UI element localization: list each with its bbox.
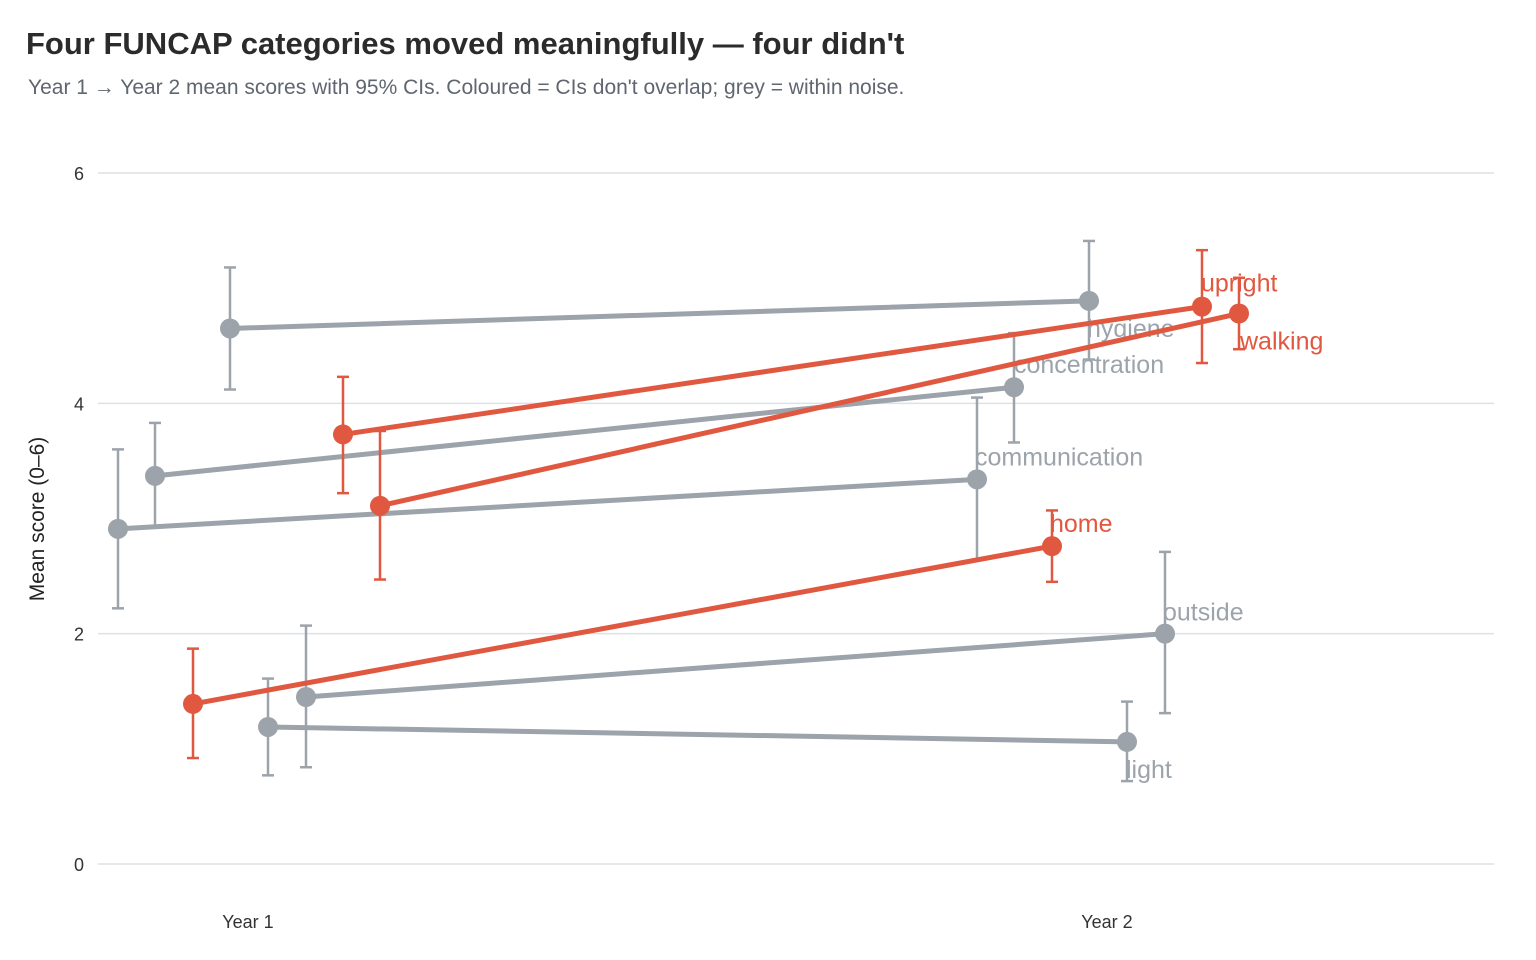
data-point	[220, 318, 240, 339]
series-label: communication	[975, 443, 1143, 471]
data-point	[108, 518, 128, 539]
series-line	[115, 476, 980, 532]
series: hygieneconcentrationcommunicationoutside…	[108, 239, 1323, 784]
series-communication: communication	[108, 396, 1143, 610]
series-label: walking	[1239, 328, 1323, 356]
series-line	[377, 311, 1242, 509]
gridlines	[98, 172, 1494, 865]
series-label: outside	[1163, 599, 1244, 627]
y-tick-label: 0	[74, 855, 84, 875]
data-point	[967, 469, 987, 490]
series-label: concentration	[1014, 351, 1164, 379]
data-point	[258, 716, 278, 737]
series-line	[190, 543, 1055, 707]
series-line	[152, 384, 1017, 479]
data-point	[145, 465, 165, 486]
series-outside: outside	[296, 550, 1244, 769]
series-line	[303, 631, 1168, 700]
y-axis-label: Mean score (0–6)	[26, 437, 49, 602]
series-walking: walking	[370, 276, 1323, 581]
series-label: home	[1050, 510, 1113, 538]
series-line	[227, 298, 1092, 331]
data-point	[1079, 290, 1099, 311]
data-point	[1192, 296, 1212, 317]
axes: Mean score (0–6) 0 2 4 6 Year 1 Year 2	[26, 164, 1133, 932]
y-tick-label: 2	[74, 625, 84, 645]
chart-title: Four FUNCAP categories moved meaningfull…	[26, 26, 905, 61]
data-point	[333, 424, 353, 445]
data-point	[296, 687, 316, 708]
data-point	[1155, 623, 1175, 644]
data-point	[370, 495, 390, 516]
data-point	[1042, 536, 1062, 557]
chart-subtitle: Year 1 → Year 2 mean scores with 95% CIs…	[28, 76, 905, 99]
y-tick-label: 6	[74, 164, 84, 184]
series-line	[340, 304, 1205, 437]
x-tick-label: Year 2	[1081, 912, 1132, 932]
data-point	[183, 693, 203, 714]
series-line	[265, 724, 1130, 745]
series-upright: upright	[333, 248, 1277, 495]
data-point	[1229, 303, 1249, 324]
data-point	[1117, 731, 1137, 752]
y-tick-label: 4	[74, 394, 84, 414]
series-home: home	[183, 509, 1113, 760]
data-point	[1004, 377, 1024, 398]
series-light: light	[258, 677, 1172, 784]
x-tick-label: Year 1	[222, 912, 273, 932]
series-label: light	[1126, 756, 1172, 784]
